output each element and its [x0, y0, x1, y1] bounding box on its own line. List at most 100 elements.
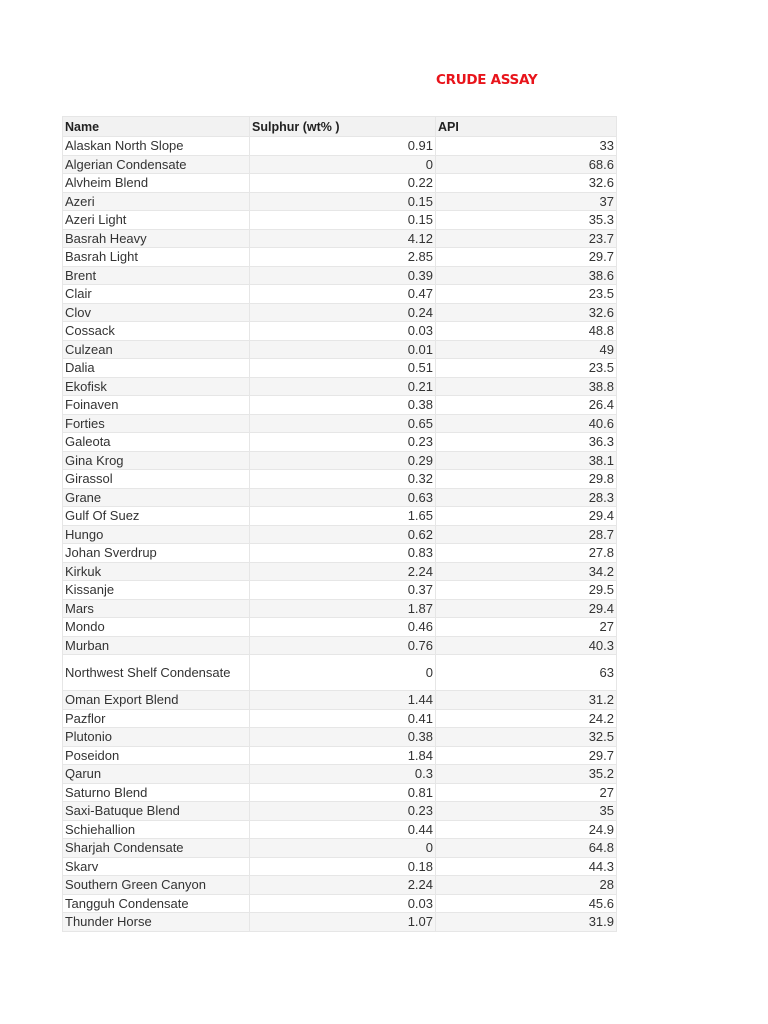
cell-api: 29.7 — [435, 247, 617, 267]
cell-name: Forties — [62, 413, 250, 433]
table-row: Gulf Of Suez 1.65 29.4 — [62, 506, 617, 526]
cell-api: 34.2 — [435, 561, 617, 581]
table-row: Hungo 0.62 28.7 — [62, 524, 617, 544]
cell-sulphur: 0.37 — [249, 580, 436, 600]
cell-sulphur: 0.51 — [249, 358, 436, 378]
cell-sulphur: 0.38 — [249, 395, 436, 415]
table-row: Algerian Condensate 0 68.6 — [62, 154, 617, 174]
cell-api: 40.6 — [435, 413, 617, 433]
cell-sulphur: 0.38 — [249, 727, 436, 747]
cell-api: 32.6 — [435, 302, 617, 322]
table-row: Cossack 0.03 48.8 — [62, 321, 617, 341]
cell-sulphur: 0.15 — [249, 210, 436, 230]
cell-sulphur: 0.21 — [249, 376, 436, 396]
cell-api: 31.2 — [435, 690, 617, 710]
cell-api: 24.9 — [435, 819, 617, 839]
cell-name: Saturno Blend — [62, 782, 250, 802]
cell-sulphur: 0.41 — [249, 708, 436, 728]
crude-assay-table: Name Sulphur (wt% ) API Alaskan North Sl… — [62, 116, 617, 932]
cell-api: 32.5 — [435, 727, 617, 747]
cell-sulphur: 4.12 — [249, 228, 436, 248]
table-row: Clov 0.24 32.6 — [62, 302, 617, 322]
cell-sulphur: 0.91 — [249, 136, 436, 156]
cell-sulphur: 0.83 — [249, 543, 436, 563]
cell-sulphur: 0.44 — [249, 819, 436, 839]
cell-sulphur: 0.39 — [249, 265, 436, 285]
cell-sulphur: 2.24 — [249, 561, 436, 581]
cell-api: 68.6 — [435, 154, 617, 174]
table-row: Galeota 0.23 36.3 — [62, 432, 617, 452]
table-row: Johan Sverdrup 0.83 27.8 — [62, 543, 617, 563]
cell-name: Grane — [62, 487, 250, 507]
table-row: Thunder Horse 1.07 31.9 — [62, 912, 617, 932]
table-row: Basrah Light 2.85 29.7 — [62, 247, 617, 267]
cell-api: 44.3 — [435, 856, 617, 876]
cell-sulphur: 0.18 — [249, 856, 436, 876]
cell-api: 29.5 — [435, 580, 617, 600]
table-row: Girassol 0.32 29.8 — [62, 469, 617, 489]
cell-name: Hungo — [62, 524, 250, 544]
table-row: Kirkuk 2.24 34.2 — [62, 561, 617, 581]
table-row: Saxi-Batuque Blend 0.23 35 — [62, 801, 617, 821]
cell-sulphur: 0.15 — [249, 191, 436, 211]
cell-api: 23.5 — [435, 358, 617, 378]
cell-api: 29.4 — [435, 598, 617, 618]
table-row: Plutonio 0.38 32.5 — [62, 727, 617, 747]
cell-api: 23.5 — [435, 284, 617, 304]
cell-api: 38.1 — [435, 450, 617, 470]
cell-api: 27.8 — [435, 543, 617, 563]
cell-api: 27 — [435, 782, 617, 802]
cell-sulphur: 0 — [249, 154, 436, 174]
cell-sulphur: 0.3 — [249, 764, 436, 784]
cell-name: Murban — [62, 635, 250, 655]
cell-api: 32.6 — [435, 173, 617, 193]
cell-name: Culzean — [62, 339, 250, 359]
cell-api: 35 — [435, 801, 617, 821]
cell-api: 33 — [435, 136, 617, 156]
table-row: Saturno Blend 0.81 27 — [62, 782, 617, 802]
cell-sulphur: 1.44 — [249, 690, 436, 710]
cell-name: Mondo — [62, 617, 250, 637]
table-row: Alaskan North Slope 0.91 33 — [62, 136, 617, 156]
cell-sulphur: 0.32 — [249, 469, 436, 489]
cell-api: 49 — [435, 339, 617, 359]
column-header-api: API — [435, 116, 617, 137]
table-row: Qarun 0.3 35.2 — [62, 764, 617, 784]
cell-sulphur: 0.22 — [249, 173, 436, 193]
table-row: Ekofisk 0.21 38.8 — [62, 376, 617, 396]
table-row: Azeri 0.15 37 — [62, 191, 617, 211]
table-row: Culzean 0.01 49 — [62, 339, 617, 359]
cell-name: Galeota — [62, 432, 250, 452]
cell-api: 35.2 — [435, 764, 617, 784]
cell-sulphur: 1.65 — [249, 506, 436, 526]
cell-name: Basrah Heavy — [62, 228, 250, 248]
table-row: Southern Green Canyon 2.24 28 — [62, 875, 617, 895]
table-header-row: Name Sulphur (wt% ) API — [62, 116, 617, 137]
cell-sulphur: 0.03 — [249, 321, 436, 341]
cell-name: Brent — [62, 265, 250, 285]
table-body: Alaskan North Slope 0.91 33 Algerian Conden… — [62, 136, 617, 932]
cell-name: Mars — [62, 598, 250, 618]
table-row: Alvheim Blend 0.22 32.6 — [62, 173, 617, 193]
cell-api: 63 — [435, 654, 617, 691]
cell-name: Alvheim Blend — [62, 173, 250, 193]
table-row: Murban 0.76 40.3 — [62, 635, 617, 655]
table-row: Mondo 0.46 27 — [62, 617, 617, 637]
cell-name: Plutonio — [62, 727, 250, 747]
cell-name: Kissanje — [62, 580, 250, 600]
cell-api: 45.6 — [435, 893, 617, 913]
cell-sulphur: 0.29 — [249, 450, 436, 470]
cell-sulphur: 0.62 — [249, 524, 436, 544]
cell-name: Basrah Light — [62, 247, 250, 267]
cell-api: 29.8 — [435, 469, 617, 489]
cell-name: Dalia — [62, 358, 250, 378]
cell-name: Poseidon — [62, 745, 250, 765]
cell-api: 27 — [435, 617, 617, 637]
cell-name: Qarun — [62, 764, 250, 784]
cell-api: 38.8 — [435, 376, 617, 396]
table-row: Pazflor 0.41 24.2 — [62, 708, 617, 728]
cell-name: Schiehallion — [62, 819, 250, 839]
cell-sulphur: 2.85 — [249, 247, 436, 267]
cell-sulphur: 0.03 — [249, 893, 436, 913]
cell-name: Algerian Condensate — [62, 154, 250, 174]
